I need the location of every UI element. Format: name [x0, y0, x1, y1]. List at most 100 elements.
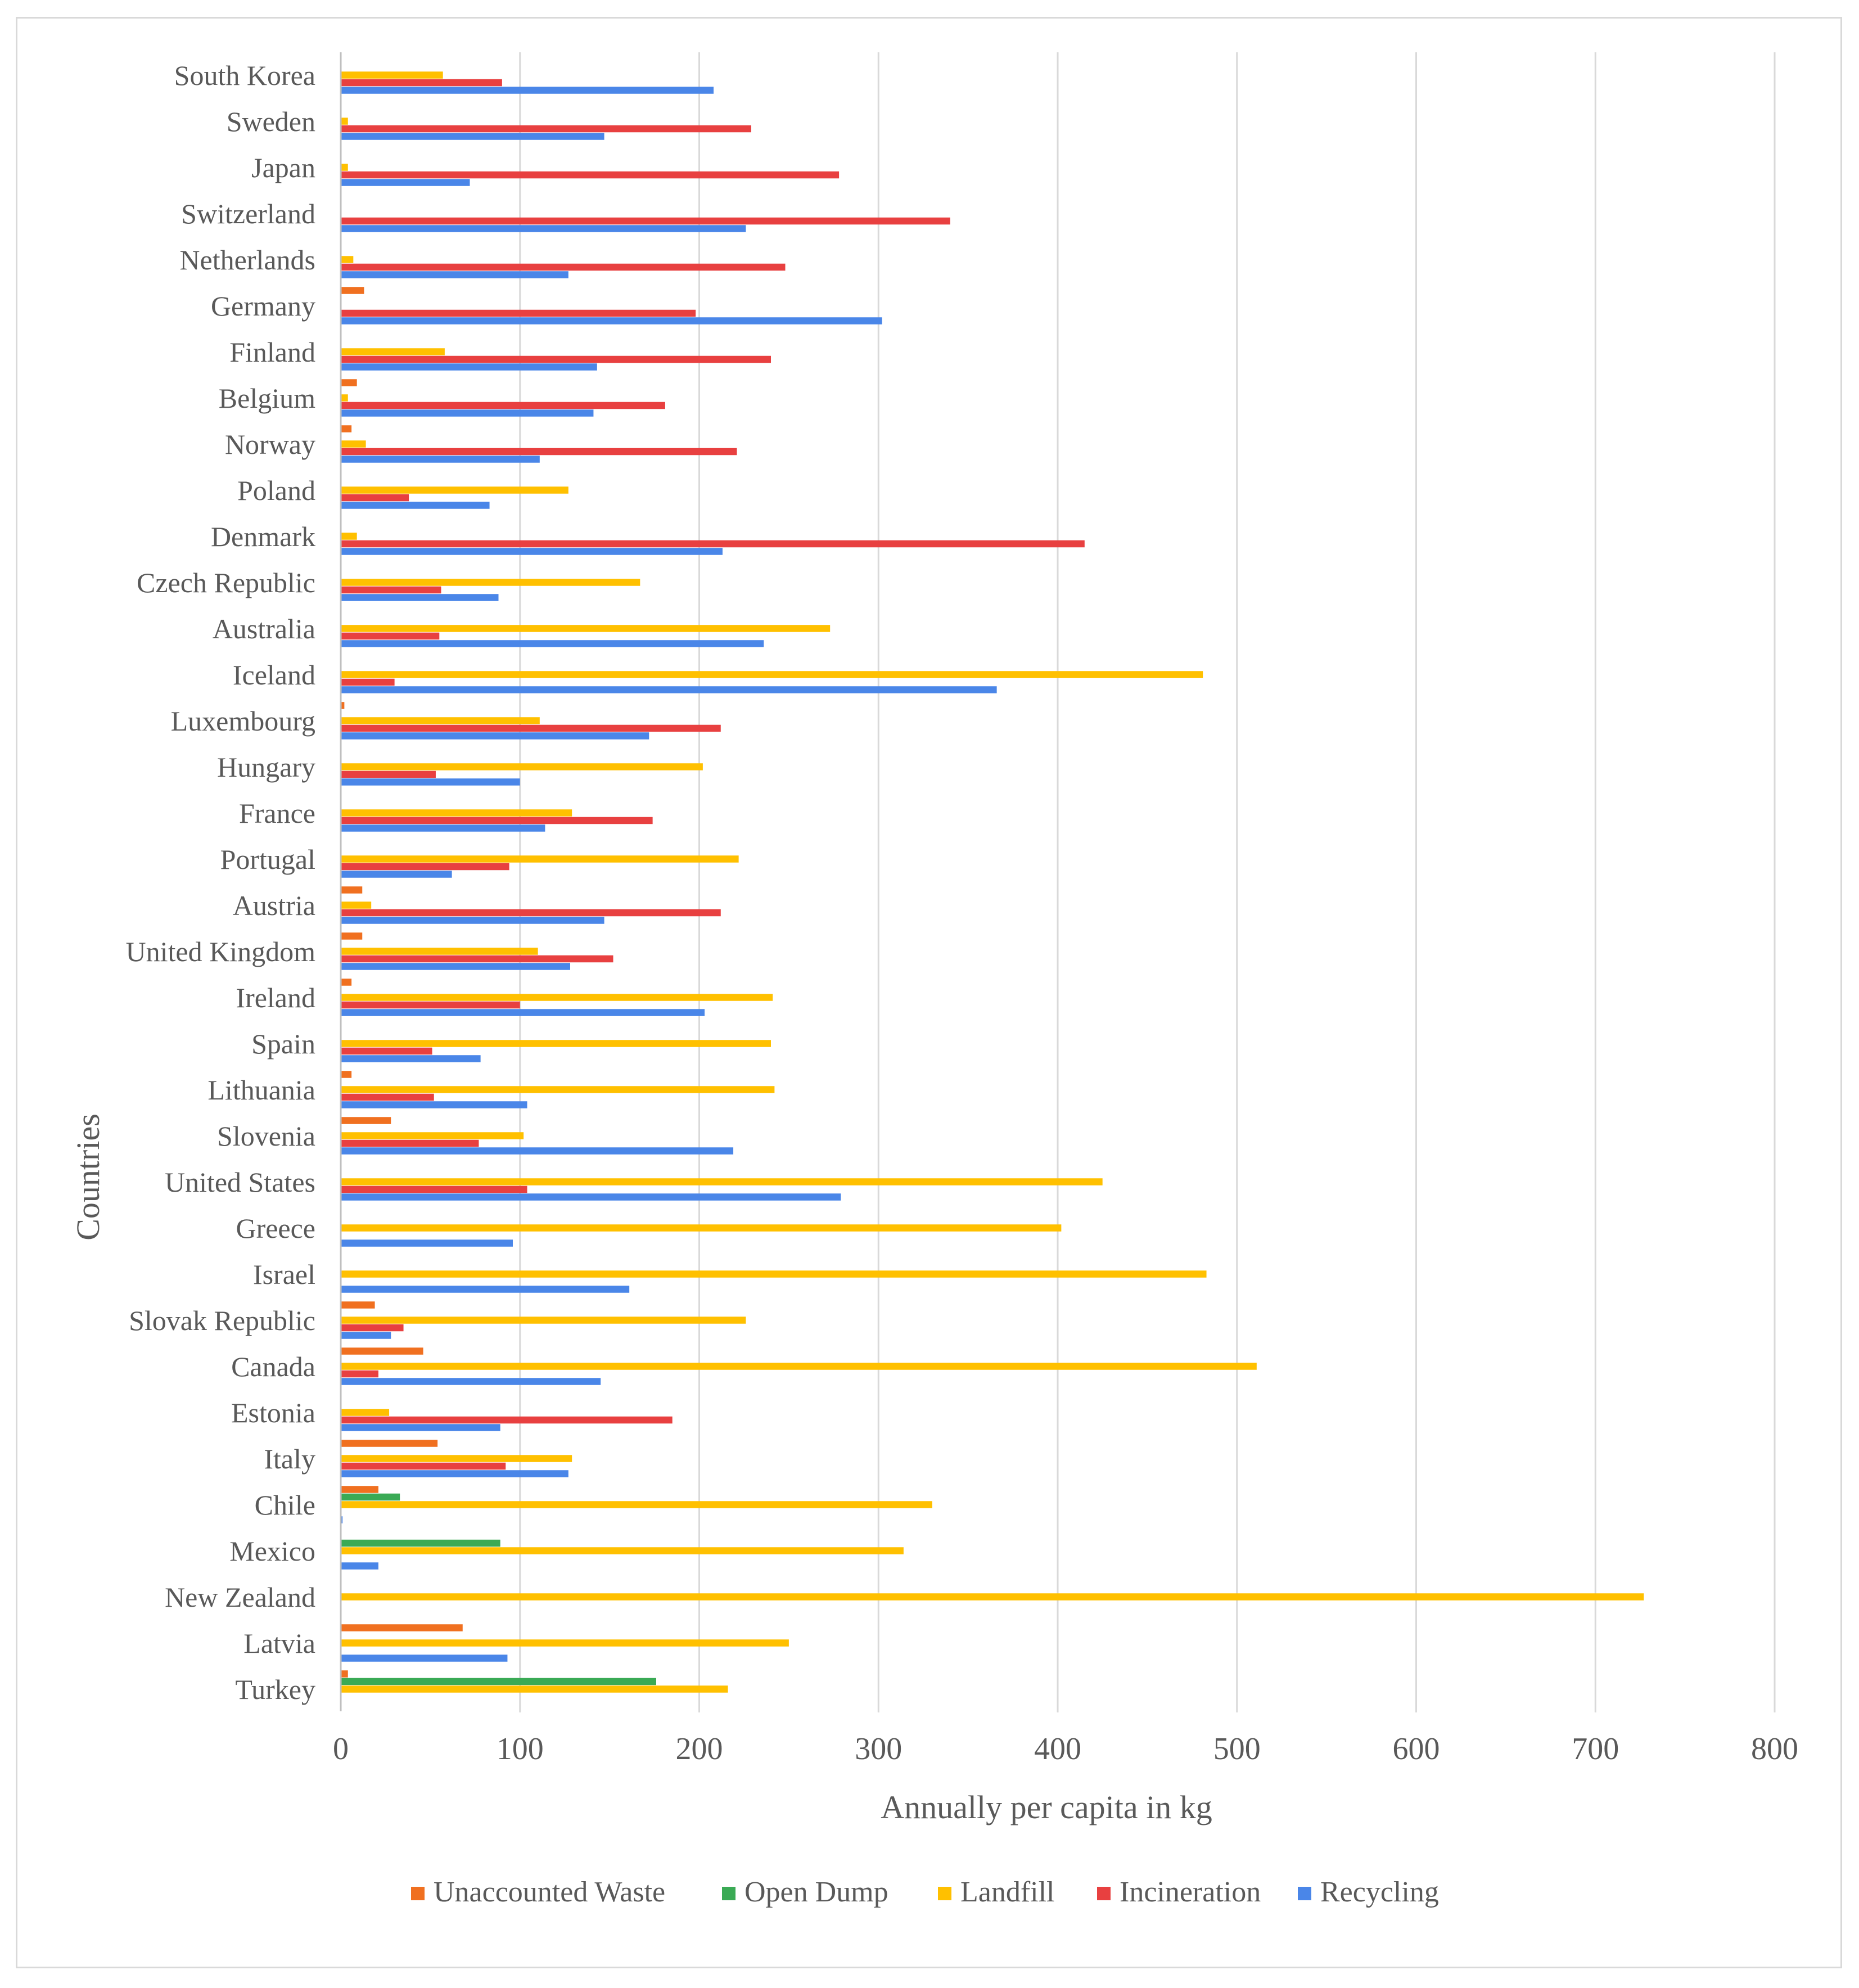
bar-incineration: [341, 909, 721, 917]
bar-landfill: [341, 1317, 746, 1324]
bar-incineration: [341, 79, 502, 87]
x-tick-label: 700: [1572, 1732, 1619, 1766]
bar-landfill: [341, 948, 538, 955]
category-label: Estonia: [231, 1397, 315, 1428]
legend-swatch-open-dump: [722, 1887, 736, 1900]
category-label: Netherlands: [179, 244, 315, 276]
category-label: New Zealand: [165, 1581, 315, 1613]
x-tick-label: 500: [1213, 1732, 1261, 1766]
bar-landfill: [341, 671, 1203, 678]
category-label: United Kingdom: [126, 936, 316, 967]
bar-landfill: [341, 71, 443, 79]
bar-unaccounted-waste: [341, 1670, 348, 1678]
bar-incineration: [341, 540, 1085, 548]
legend-swatch-incineration: [1097, 1887, 1111, 1900]
legend-swatch-unaccounted-waste: [411, 1887, 425, 1900]
category-label: Belgium: [219, 382, 315, 414]
bar-open-dump: [341, 1678, 656, 1685]
bar-recycling: [341, 963, 570, 970]
bar-incineration: [341, 263, 786, 271]
bar-landfill: [341, 1455, 572, 1462]
chart-frame: 0 100 200 300 400 500 600 700 800 South Korea Swed…: [16, 17, 1842, 1968]
x-tick-label: 300: [855, 1732, 902, 1766]
bar-recycling: [341, 1147, 734, 1155]
x-tick-label: 0: [333, 1732, 349, 1766]
bar-incineration: [341, 586, 441, 594]
bar-incineration: [341, 770, 436, 778]
category-label: Poland: [237, 475, 315, 506]
category-label: Lithuania: [207, 1074, 315, 1106]
bar-incineration: [341, 355, 771, 363]
category-label: Canada: [231, 1351, 315, 1382]
bar-incineration: [341, 125, 751, 133]
bar-unaccounted-waste: [341, 287, 364, 294]
bar-recycling: [341, 133, 604, 140]
bar-incineration: [341, 955, 613, 963]
bar-recycling: [341, 1055, 481, 1062]
bar-recycling: [341, 1470, 568, 1477]
bar-open-dump: [341, 1493, 400, 1501]
category-label: Luxembourg: [171, 705, 315, 737]
bar-landfill: [341, 440, 366, 448]
x-tick-label: 400: [1034, 1732, 1081, 1766]
bar-recycling: [341, 271, 568, 278]
bar-landfill: [341, 348, 445, 355]
bar-unaccounted-waste: [341, 379, 357, 386]
bar-recycling: [341, 640, 764, 647]
bar-landfill: [341, 579, 640, 586]
bar-incineration: [341, 402, 665, 409]
category-label: Chile: [255, 1489, 315, 1521]
bar-incineration: [341, 863, 509, 871]
x-tick-label: 100: [497, 1732, 544, 1766]
legend-swatch-recycling: [1298, 1887, 1311, 1900]
bar-landfill: [341, 118, 348, 125]
bar-landfill: [341, 1409, 390, 1416]
bar-landfill: [341, 1224, 1062, 1232]
bar-landfill: [341, 1501, 932, 1508]
bar-landfill: [341, 256, 354, 263]
bar-unaccounted-waste: [341, 1071, 352, 1078]
legend-swatch-landfill: [938, 1887, 951, 1900]
category-label: Sweden: [227, 106, 315, 137]
bar-landfill: [341, 164, 348, 171]
bar-unaccounted-waste: [341, 1624, 463, 1631]
bar-unaccounted-waste: [341, 1301, 375, 1309]
category-label: Norway: [225, 429, 315, 460]
category-label: Finland: [229, 336, 315, 368]
bar-unaccounted-waste: [341, 702, 345, 709]
bar-recycling: [341, 409, 594, 417]
bar-unaccounted-waste: [341, 886, 363, 894]
bar-recycling: [341, 1378, 601, 1385]
bar-landfill: [341, 1040, 771, 1047]
category-label: Slovenia: [217, 1120, 315, 1152]
bar-unaccounted-waste: [341, 932, 363, 940]
bar-incineration: [341, 1462, 506, 1470]
bar-recycling: [341, 456, 540, 463]
bar-incineration: [341, 724, 721, 732]
bar-landfill: [341, 1593, 1644, 1601]
bar-unaccounted-waste: [341, 425, 352, 432]
bar-recycling: [341, 1562, 378, 1570]
category-label: Greece: [236, 1212, 315, 1244]
category-label: Hungary: [217, 751, 315, 783]
bar-incineration: [341, 171, 840, 179]
category-label: Portugal: [220, 844, 315, 875]
bar-landfill: [341, 1178, 1103, 1185]
x-tick-label: 800: [1751, 1732, 1798, 1766]
bar-unaccounted-waste: [341, 1440, 438, 1447]
bar-open-dump: [341, 1539, 500, 1547]
bar-incineration: [341, 817, 653, 824]
bar-landfill: [341, 809, 572, 817]
bar-landfill: [341, 486, 568, 494]
bar-unaccounted-waste: [341, 1486, 378, 1493]
bar-recycling: [341, 732, 649, 740]
bar-landfill: [341, 625, 831, 632]
category-label: Japan: [251, 152, 315, 183]
category-label: Australia: [213, 613, 315, 644]
bar-recycling: [341, 548, 723, 555]
category-label: United States: [165, 1166, 315, 1198]
bar-incineration: [341, 1185, 527, 1193]
category-label: Ireland: [236, 982, 315, 1013]
category-label: Denmark: [211, 521, 315, 552]
category-label: Iceland: [233, 659, 315, 691]
